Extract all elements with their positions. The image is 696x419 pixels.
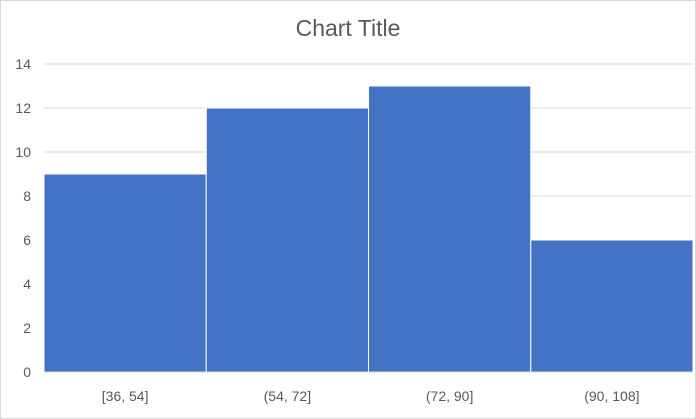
y-tick-label: 0 <box>23 364 31 380</box>
y-tick-label: 12 <box>15 100 31 116</box>
histogram-bar <box>205 107 369 373</box>
y-tick-label: 8 <box>23 188 31 204</box>
y-tick-label: 6 <box>23 232 31 248</box>
histogram-bar <box>530 239 694 373</box>
y-tick-label: 2 <box>23 320 31 336</box>
y-tick-label: 4 <box>23 276 31 292</box>
x-tick-label: (90, 108] <box>584 388 639 404</box>
x-tick-label: (54, 72] <box>264 388 311 404</box>
chart-title: Chart Title <box>295 15 401 41</box>
histogram-bar <box>368 85 532 373</box>
histogram-bar <box>43 173 207 373</box>
y-tick-label: 10 <box>15 144 31 160</box>
x-tick-label: [36, 54] <box>102 388 149 404</box>
y-tick-label: 14 <box>15 56 31 72</box>
x-tick-label: (72, 90] <box>426 388 473 404</box>
